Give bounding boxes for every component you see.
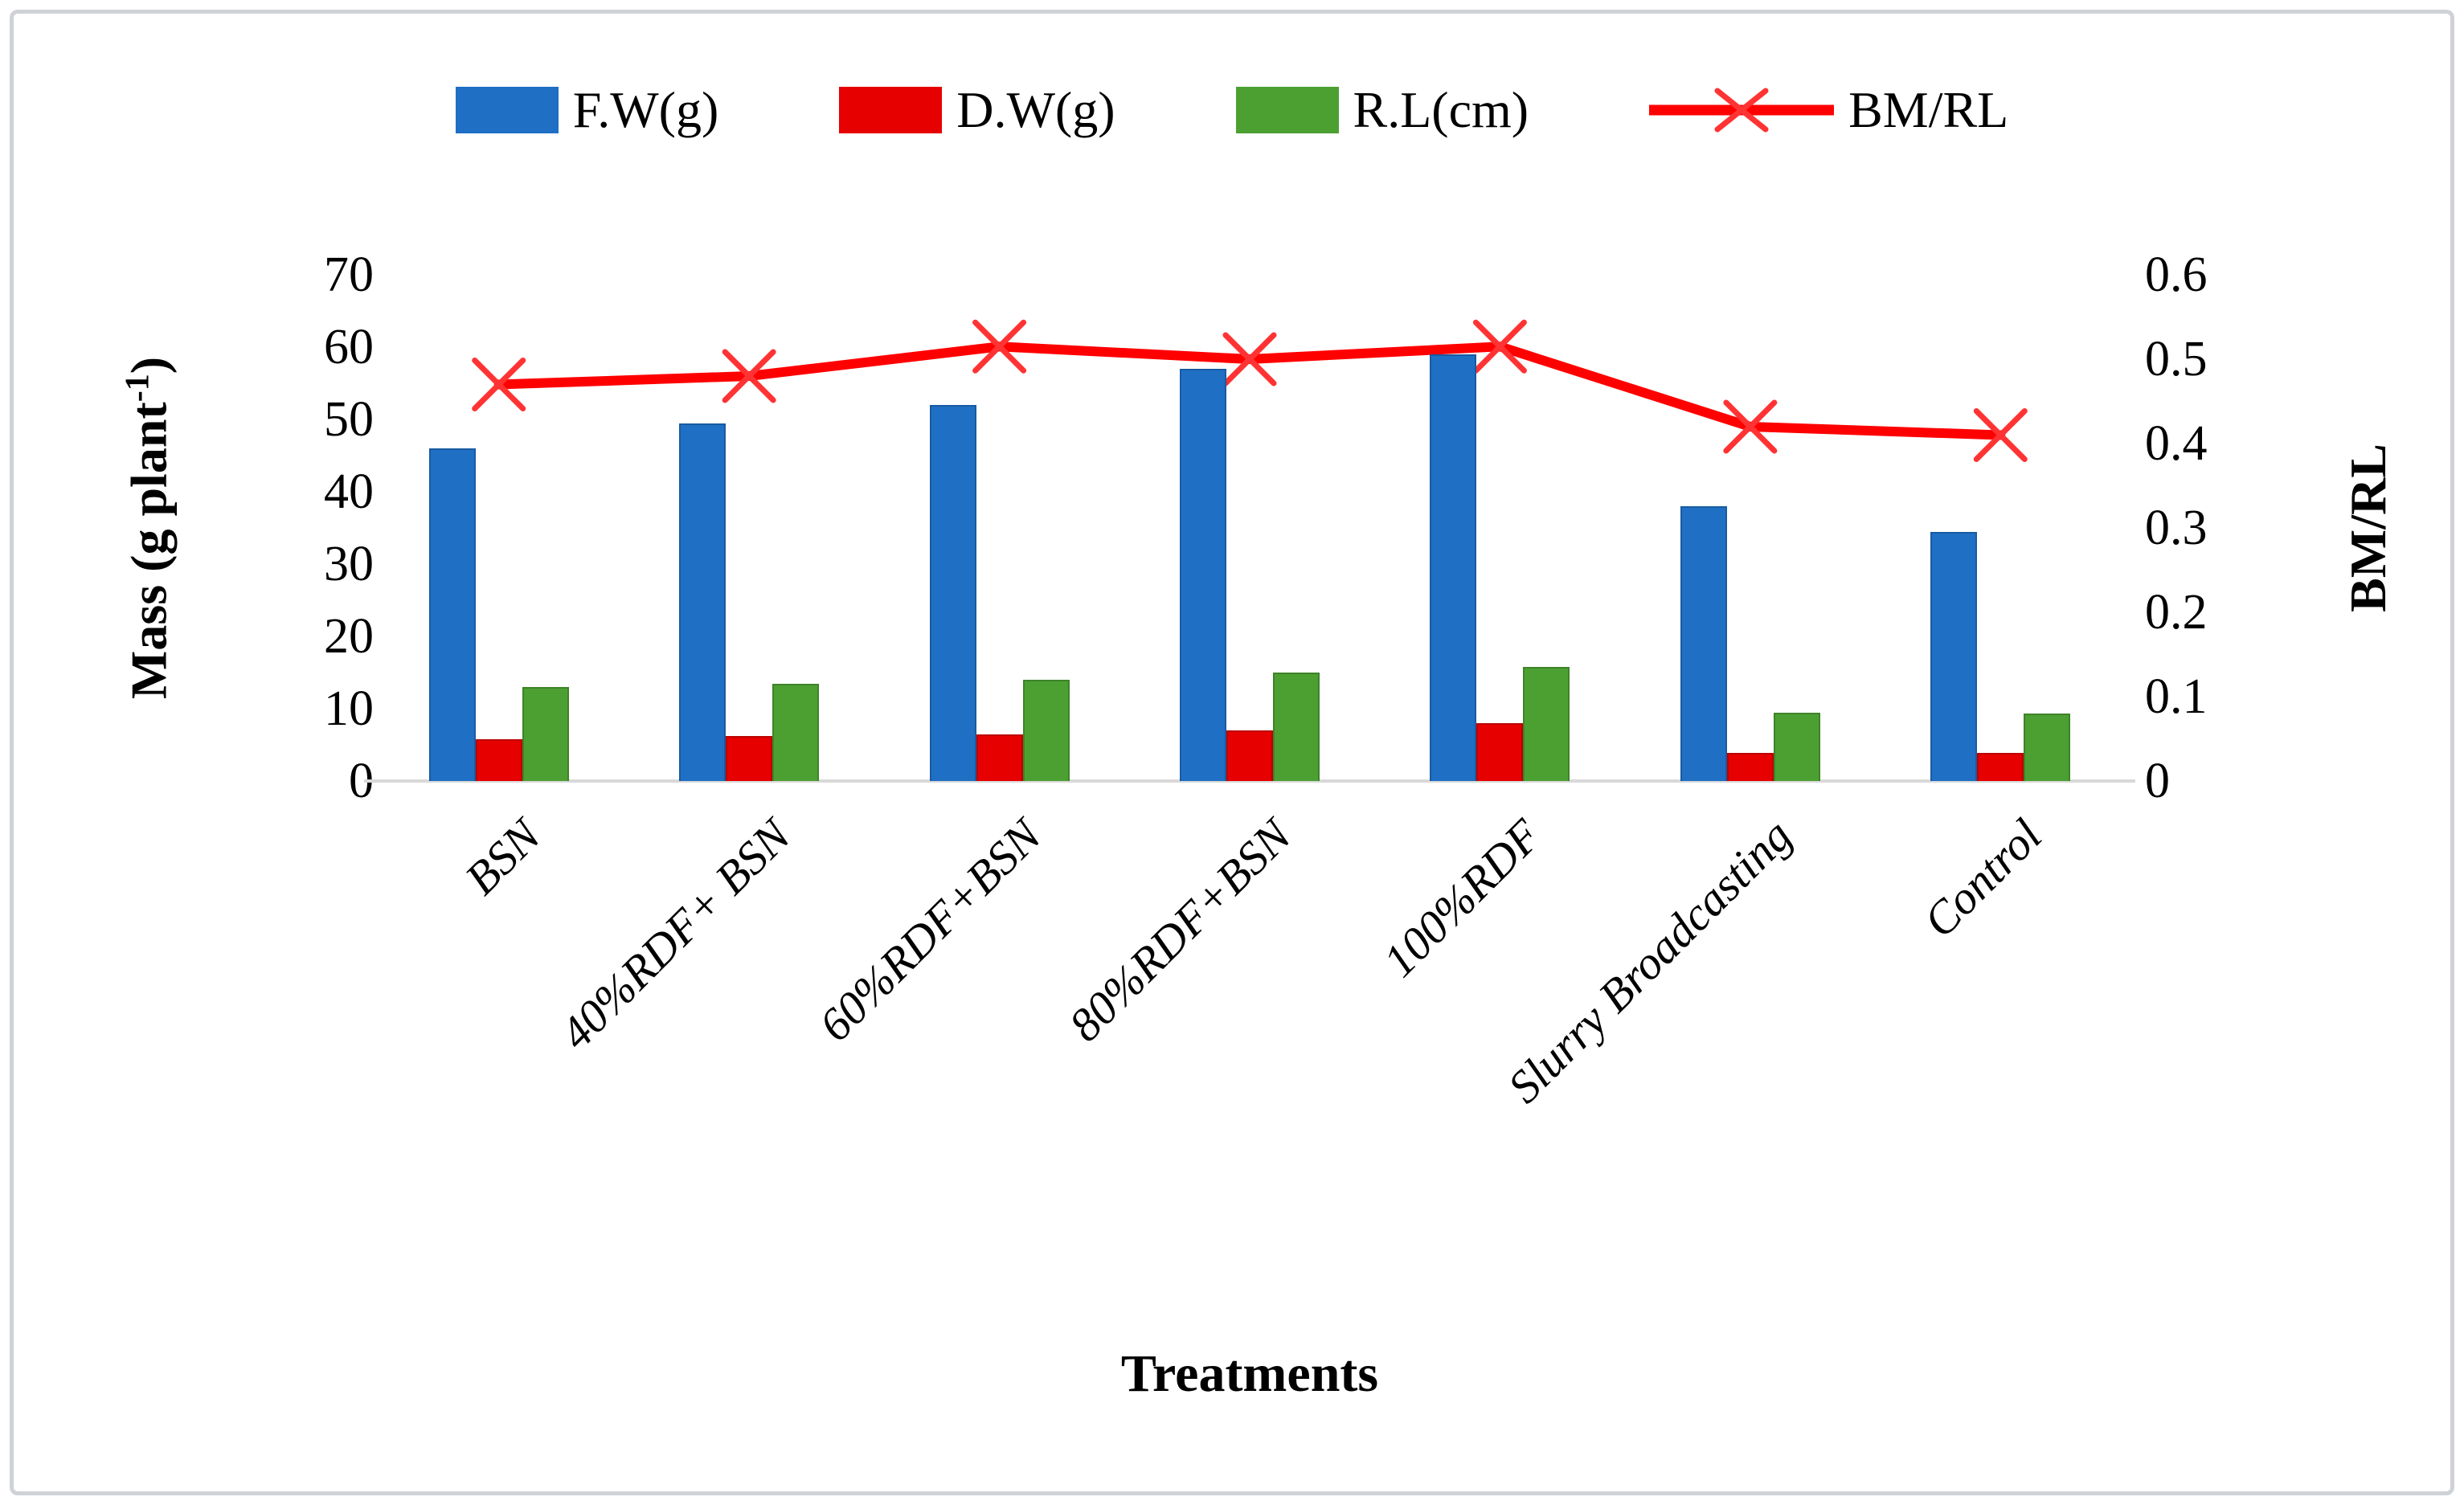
bar-fwg [929, 405, 976, 781]
bar-dwg [726, 736, 773, 781]
left-axis-tick-label: 10 [324, 681, 374, 736]
bar-dwg [1977, 752, 2024, 781]
right-axis-tick-label: 0.5 [2145, 332, 2208, 386]
x-marker-icon [722, 349, 776, 403]
bar-dwg [1226, 730, 1273, 781]
left-axis-tick-label: 60 [324, 320, 374, 374]
line-with-x-marker-icon [1649, 88, 1835, 133]
right-axis-tick-label: 0.3 [2145, 501, 2208, 555]
bar-fwg [1180, 369, 1226, 781]
bar-dwg [1726, 752, 1774, 781]
left-axis-tick-label: 50 [324, 392, 374, 447]
legend-item-fw: F.W(g) [455, 81, 719, 138]
legend-label-fw: F.W(g) [572, 81, 719, 138]
x-marker-icon [1723, 399, 1778, 454]
left-axis-title: Mass (g plant-1) [119, 356, 178, 700]
bar-fwg [428, 448, 476, 781]
bar-fwg [1930, 531, 1978, 781]
bar-rlcm [2024, 714, 2071, 781]
bar-rlcm [1022, 680, 1070, 781]
legend-label-rl: R.L(cm) [1353, 81, 1529, 138]
plot-area [364, 275, 2135, 783]
legend-item-dw: D.W(g) [839, 84, 1115, 136]
legend-label-bmrl: BM/RL [1848, 81, 2009, 138]
superscript: -1 [119, 374, 157, 403]
x-marker-icon [472, 358, 526, 411]
legend-label-dw: D.W(g) [956, 81, 1115, 138]
left-axis-tick-label: 30 [324, 537, 374, 591]
left-axis-tick-label: 20 [324, 609, 374, 664]
bar-dwg [475, 738, 522, 781]
bar-rlcm [1273, 673, 1320, 781]
rl-series-swatch-icon [1235, 87, 1339, 133]
left-axis-tick-label: 0 [349, 754, 374, 808]
bar-fwg [1430, 354, 1477, 781]
bar-dwg [976, 734, 1023, 781]
bar-rlcm [522, 687, 569, 781]
legend-item-bmrl: BM/RL [1649, 84, 2008, 136]
bmrl-line-series [472, 319, 2028, 462]
x-axis-line [364, 779, 2135, 783]
bar-fwg [1680, 506, 1727, 781]
bar-fwg [679, 423, 727, 781]
x-marker-icon [1472, 319, 1527, 374]
right-axis-tick-label: 0.2 [2145, 585, 2208, 640]
x-marker-icon [972, 319, 1027, 374]
x-marker-icon [1222, 332, 1277, 386]
left-axis-tick-label: 70 [324, 247, 374, 302]
right-axis-tick-label: 0.6 [2145, 247, 2208, 302]
figure-frame: F.W(g) D.W(g) R.L(cm) BM/RL Mass (g plan… [10, 10, 2454, 1495]
x-marker-icon [1973, 408, 2028, 462]
right-axis-tick-label: 0.1 [2145, 669, 2208, 724]
legend: F.W(g) D.W(g) R.L(cm) BM/RL [14, 84, 2450, 136]
right-axis-tick-label: 0 [2145, 754, 2170, 808]
left-axis-tick-label: 40 [324, 464, 374, 519]
dw-series-swatch-icon [839, 87, 943, 133]
right-axis-tick-label: 0.4 [2145, 416, 2208, 471]
bar-dwg [1476, 723, 1524, 781]
bar-rlcm [1773, 712, 1820, 781]
bar-rlcm [1523, 666, 1570, 781]
x-axis-title: Treatments [1120, 1344, 1379, 1403]
fw-series-swatch-icon [455, 87, 559, 133]
bar-rlcm [772, 683, 820, 781]
legend-item-rl: R.L(cm) [1235, 81, 1529, 138]
